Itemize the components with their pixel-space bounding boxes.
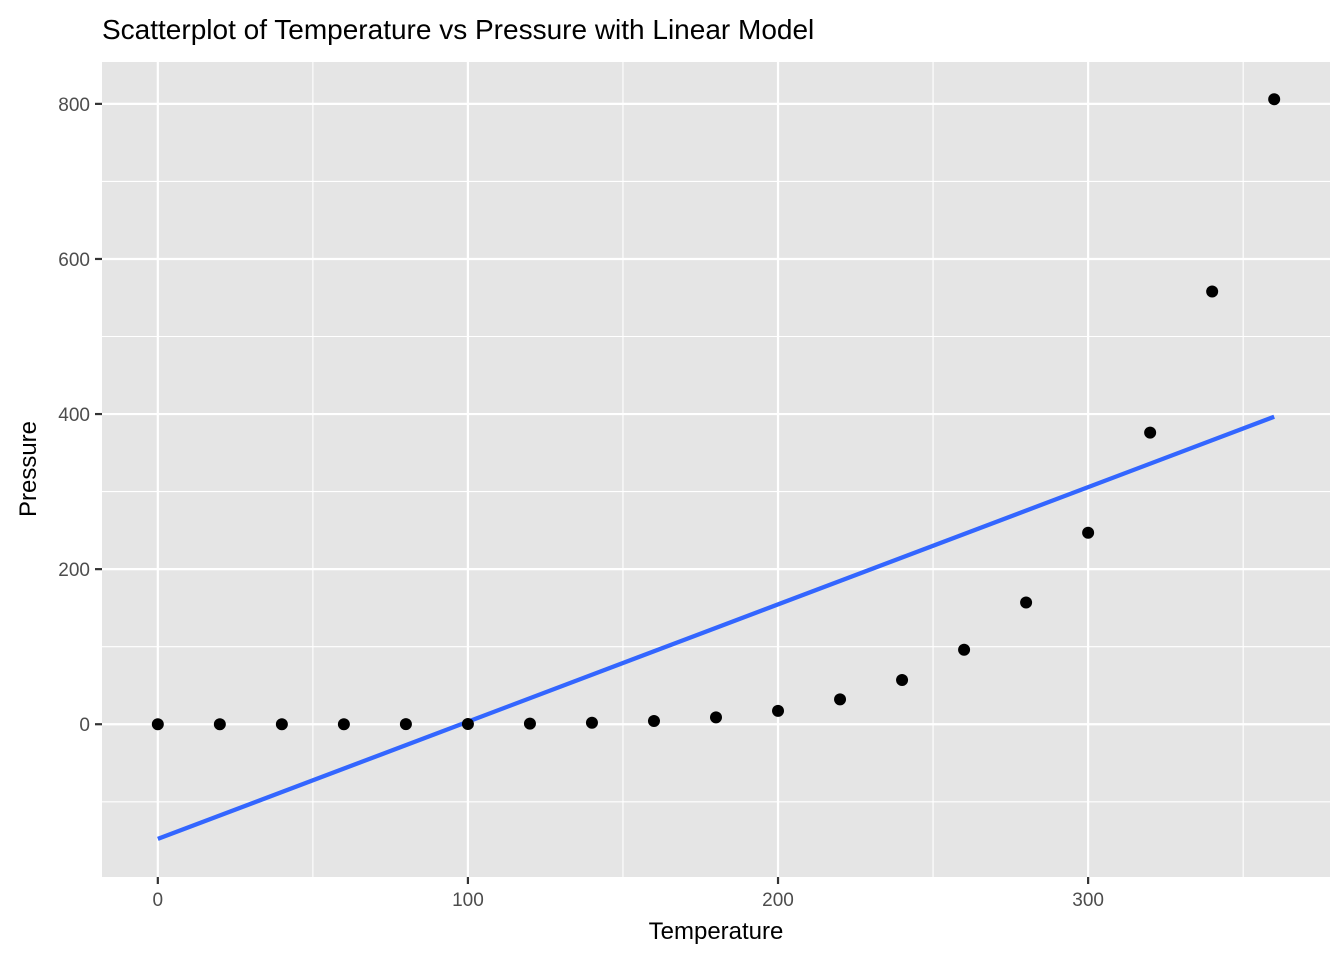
data-point: [399, 718, 412, 731]
plot-panel: [102, 62, 1330, 877]
data-point: [461, 718, 474, 731]
chart-title: Scatterplot of Temperature vs Pressure w…: [102, 14, 814, 45]
data-point: [647, 714, 660, 727]
y-tick-label: 0: [79, 715, 90, 736]
linear-model-line: [157, 414, 1275, 841]
major-grid: [102, 62, 1330, 877]
data-point: [1206, 285, 1219, 298]
data-point: [151, 718, 164, 731]
data-point: [1082, 526, 1095, 539]
x-axis-title: Temperature: [649, 918, 784, 945]
data-point: [585, 716, 598, 729]
data-point: [1268, 93, 1281, 106]
data-point: [1020, 596, 1033, 609]
y-axis-title: Pressure: [15, 421, 42, 517]
y-tick-label: 800: [58, 95, 90, 116]
minor-grid: [102, 62, 1330, 877]
data-point: [523, 717, 536, 730]
data-point: [896, 674, 909, 687]
x-tick-label: 300: [1072, 890, 1104, 911]
data-point: [337, 718, 350, 731]
x-axis: 0 100 200 300: [153, 877, 1104, 911]
data-point: [275, 718, 288, 731]
data-point: [1144, 426, 1157, 439]
data-point: [710, 711, 722, 724]
data-point: [772, 704, 785, 717]
y-axis: 0 200 400 600 800: [58, 95, 102, 736]
model-line-group: [157, 414, 1275, 841]
data-point: [958, 643, 971, 656]
data-point: [213, 718, 226, 731]
y-tick-label: 200: [58, 560, 90, 581]
points-group: [151, 93, 1281, 731]
data-point: [834, 693, 847, 706]
y-tick-label: 400: [58, 405, 90, 426]
x-tick-label: 100: [452, 890, 484, 911]
x-tick-label: 200: [762, 890, 794, 911]
y-tick-label: 600: [58, 250, 90, 271]
x-tick-label: 0: [153, 890, 164, 911]
